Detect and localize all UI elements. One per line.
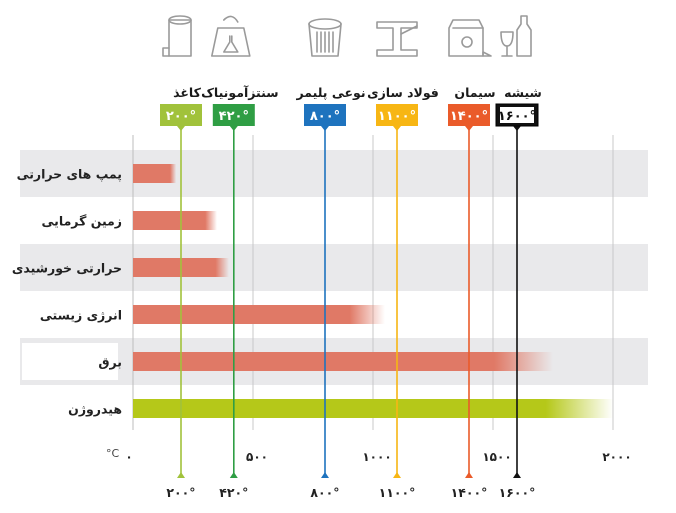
industry-group: کاغذ ۲۰۰° ۲۰۰° bbox=[160, 15, 202, 500]
icon-stroke bbox=[162, 47, 170, 57]
industry-bottom-label: ۴۲۰° bbox=[219, 485, 248, 500]
industry-arrow-bottom bbox=[177, 472, 185, 478]
icon-stroke bbox=[308, 18, 342, 30]
cement-bag-icon bbox=[448, 19, 492, 57]
icon-stroke bbox=[223, 15, 239, 23]
industry-name: فولاد سازی bbox=[367, 85, 439, 100]
row-label-box bbox=[22, 343, 118, 380]
industry-arrow-bottom bbox=[465, 472, 473, 478]
paper-roll-icon bbox=[162, 15, 192, 57]
icon-stroke bbox=[500, 31, 514, 47]
x-tick-label: ۰ bbox=[125, 450, 132, 464]
temperature-badge-inner bbox=[500, 107, 534, 123]
industry-bottom-label: ۱۴۰۰° bbox=[451, 485, 488, 500]
row-band bbox=[20, 150, 648, 197]
row-band bbox=[20, 244, 648, 291]
steel-beam-icon bbox=[376, 21, 418, 57]
industry-arrow-top bbox=[465, 126, 473, 131]
industry-arrow-bottom bbox=[393, 472, 401, 478]
row-label: انرژی زیستی bbox=[40, 308, 122, 323]
industry-group: سنتزآمونیاک ۴۲۰° ۴۲۰° bbox=[201, 15, 279, 500]
industry-bottom-label: ۱۱۰۰° bbox=[379, 485, 416, 500]
row-label: حرارتی خورشیدی bbox=[12, 261, 122, 276]
industry-name: شیشه bbox=[504, 85, 542, 100]
icon-stroke bbox=[168, 19, 192, 57]
industry-arrow-top bbox=[393, 126, 401, 131]
industry-arrow-top bbox=[177, 126, 185, 131]
industry-arrow-bottom bbox=[513, 472, 521, 478]
icon-stroke bbox=[448, 19, 484, 57]
row-label: زمین گرمایی bbox=[42, 214, 122, 229]
temperature-badge bbox=[448, 104, 490, 126]
industry-arrow-bottom bbox=[229, 472, 238, 478]
x-tick-label: ۵۰۰ bbox=[246, 450, 268, 464]
temperature-badge-label: ۱۱۰۰° bbox=[378, 109, 416, 124]
x-tick-label: ۱۰۰۰ bbox=[362, 450, 391, 464]
industry-arrow-top bbox=[321, 126, 329, 131]
glass-bottle-icon bbox=[500, 15, 532, 57]
polymer-bin-icon bbox=[308, 18, 342, 57]
row-label: برق bbox=[98, 355, 122, 370]
bar bbox=[133, 399, 613, 418]
industry-bottom-label: ۱۶۰۰° bbox=[499, 485, 536, 500]
row-label: هیدروژن bbox=[68, 402, 122, 417]
temperature-badge-label: ۸۰۰° bbox=[310, 109, 340, 124]
unit-label: °C bbox=[106, 447, 120, 460]
industry-arrow-top bbox=[513, 126, 521, 131]
bar bbox=[133, 211, 217, 230]
icon-stroke bbox=[501, 45, 513, 57]
icon-stroke bbox=[400, 25, 418, 35]
temperature-badge bbox=[304, 104, 346, 126]
temperature-badge-label: ۱۴۰۰° bbox=[450, 109, 488, 124]
ammonia-flask-icon bbox=[211, 15, 251, 57]
temperature-badge-label: ۱۶۰۰° bbox=[498, 109, 536, 124]
industry-bottom-label: ۸۰۰° bbox=[310, 485, 339, 500]
temperature-badge-label: ۴۲۰° bbox=[219, 109, 249, 124]
icon-stroke bbox=[516, 15, 532, 57]
industry-name: نوعی پلیمر bbox=[295, 85, 365, 100]
temperature-badge bbox=[160, 104, 202, 126]
industry-name: کاغذ bbox=[173, 85, 201, 100]
icon-stroke bbox=[482, 51, 492, 57]
icon-stroke bbox=[376, 21, 418, 57]
industry-name: سیمان bbox=[454, 85, 495, 100]
industry-group: سیمان ۱۴۰۰° ۱۴۰۰° bbox=[448, 19, 496, 500]
industry-bottom-label: ۲۰۰° bbox=[166, 485, 195, 500]
x-tick-label: ۱۵۰۰ bbox=[482, 450, 511, 464]
icon-stroke bbox=[211, 27, 251, 57]
industry-group: نوعی پلیمر ۸۰۰° ۸۰۰° bbox=[295, 18, 366, 500]
icon-stroke bbox=[168, 15, 192, 25]
icon-stroke bbox=[461, 36, 473, 48]
x-tick-label: ۲۰۰۰ bbox=[602, 450, 631, 464]
industry-arrow-top bbox=[229, 126, 238, 131]
icon-stroke bbox=[308, 23, 342, 57]
gridlines bbox=[252, 135, 614, 430]
temperature-badge bbox=[376, 104, 418, 126]
industry-name: سنتزآمونیاک bbox=[201, 85, 278, 100]
row-label: پمپ های حرارتی bbox=[17, 167, 122, 182]
industry-group: شیشه ۱۶۰۰° ۱۶۰۰° bbox=[495, 15, 542, 500]
bar bbox=[133, 164, 177, 183]
industry-group: فولاد سازی ۱۱۰۰° ۱۱۰۰° bbox=[367, 21, 439, 500]
icon-stroke bbox=[223, 35, 239, 53]
bar bbox=[133, 305, 385, 324]
temperature-badge-label: ۲۰۰° bbox=[166, 109, 196, 124]
industry-arrow-bottom bbox=[321, 472, 329, 478]
temperature-badge bbox=[212, 104, 255, 126]
bar bbox=[133, 352, 553, 371]
